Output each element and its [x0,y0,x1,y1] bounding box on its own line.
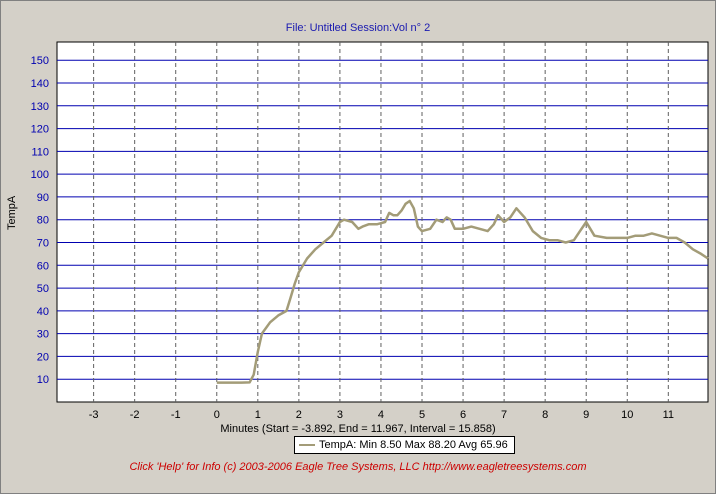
x-axis-label: Minutes (Start = -3.892, End = 11.967, I… [220,423,496,435]
y-tick-label: 80 [37,215,49,227]
series-layer [216,199,709,384]
x-tick-label: 2 [296,409,302,421]
y-tick-label: 20 [37,351,49,363]
y-tick-label: 120 [31,124,49,136]
y-tick-label: 100 [31,169,49,181]
y-tick-label: 40 [37,306,49,318]
y-tick-label: 10 [37,374,49,386]
y-tick-label: 60 [37,260,49,272]
x-tick-label: -2 [130,409,140,421]
grid-layer [57,42,708,402]
series-line-tempa [216,199,709,384]
y-tick-label: 30 [37,329,49,341]
x-tick-label: 8 [542,409,548,421]
legend: TempA: Min 8.50 Max 88.20 Avg 65.96 [294,436,515,454]
x-tick-label: 7 [501,409,507,421]
x-tick-label: 9 [583,409,589,421]
x-tick-label: -1 [171,409,181,421]
x-tick-label: 5 [419,409,425,421]
y-axis-label: TempA [6,195,18,230]
x-tick-label: 11 [663,409,674,421]
y-tick-label: 90 [37,192,49,204]
y-tick-label: 140 [31,78,49,90]
x-tick-label: 1 [255,409,261,421]
x-tick-label: 10 [621,409,633,421]
x-tick-label: 6 [460,409,466,421]
x-tick-label: 3 [337,409,343,421]
y-tick-label: 110 [31,146,49,158]
y-tick-label: 50 [37,283,49,295]
x-tick-label: -3 [89,409,99,421]
y-tick-label: 130 [31,101,49,113]
x-tick-label: 4 [378,409,384,421]
legend-entry: TempA: Min 8.50 Max 88.20 Avg 65.96 [319,439,508,451]
y-tick-label: 150 [31,55,49,67]
footer-text: Click 'Help' for Info (c) 2003-2006 Eagl… [129,461,587,473]
chart-title: File: Untitled Session:Vol n° 2 [285,22,431,34]
x-tick-label: 0 [214,409,220,421]
y-tick-label: 70 [37,238,49,250]
legend-swatch [299,444,315,446]
